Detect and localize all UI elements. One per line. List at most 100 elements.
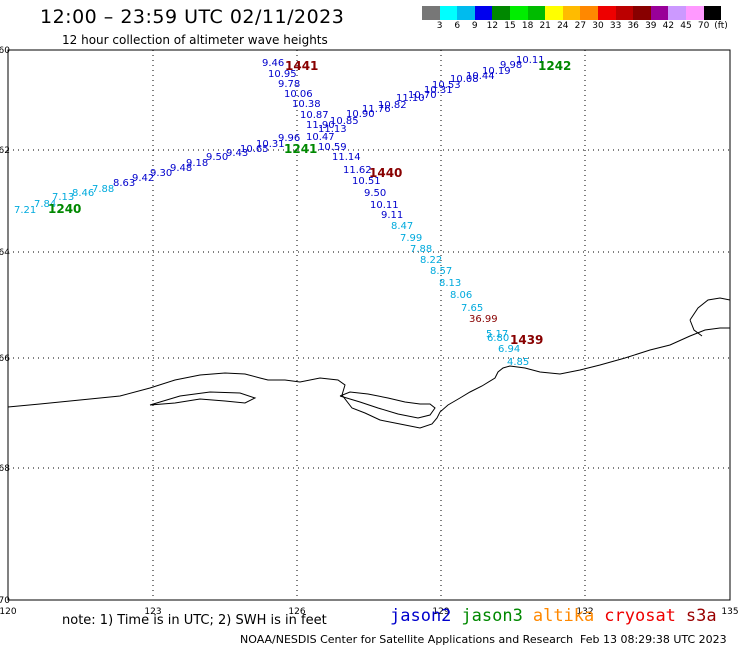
wave-height-value: 10.82: [378, 100, 407, 111]
legend-label: 30: [592, 21, 604, 31]
lat-tick-label: -62: [0, 146, 10, 156]
legend-label: 9: [471, 21, 478, 31]
legend-swatch: [527, 6, 546, 20]
wave-height-value: 7.13: [52, 192, 74, 203]
lat-tick-label: -70: [0, 596, 10, 606]
wave-height-value: 8.13: [439, 278, 461, 289]
lon-tick-label: 120: [0, 607, 17, 617]
wave-height-value: 10.87: [300, 110, 329, 121]
pass-number-label: 1441: [285, 59, 318, 73]
legend-label: 3: [436, 21, 443, 31]
legend-swatch: [509, 6, 528, 20]
legend-label: 6: [454, 21, 461, 31]
coastline: [7, 327, 730, 429]
legend-swatch: [580, 6, 598, 20]
pass-number-label: 1242: [538, 59, 571, 73]
sat-jason3: jason3: [461, 606, 523, 626]
coastline-east: [689, 297, 731, 337]
lon-tick-label: 135: [721, 607, 738, 617]
legend-label: 18: [521, 21, 534, 31]
lon-tick-label: 123: [144, 607, 161, 617]
wave-height-value: 8.57: [430, 266, 452, 277]
wave-height-value: 9.46: [262, 58, 284, 69]
legend-swatch: [668, 6, 686, 20]
legend-label: 45: [680, 21, 692, 31]
wave-height-value: 8.22: [420, 255, 442, 266]
wave-height-value: 8.47: [391, 221, 413, 232]
pass-number-label: 1240: [48, 202, 81, 216]
sat-cryosat: cryosat: [604, 606, 676, 626]
wave-height-value: 10.90: [346, 109, 375, 120]
lat-tick-label: -60: [0, 46, 10, 56]
legend-label: 42: [662, 21, 675, 31]
ice-shelf-outline: [339, 391, 436, 419]
wave-height-value: 10.19: [482, 66, 511, 77]
generated-timestamp: Feb 13 08:29:38 UTC 2023: [580, 633, 727, 646]
wave-height-value: 10.59: [318, 142, 347, 153]
wave-height-value: 11.76: [362, 104, 391, 115]
legend-label: 15: [504, 21, 516, 31]
lon-tick-label: 132: [576, 607, 593, 617]
wave-height-value: 9.11: [381, 210, 403, 221]
wave-height-value: 7.88: [92, 184, 114, 195]
wave-height-value: 10.70: [408, 90, 437, 101]
legend-swatch: [474, 6, 493, 20]
legend-swatch: [650, 6, 669, 20]
lon-tick-label: 129: [432, 607, 449, 617]
sat-altika: altika: [532, 606, 595, 626]
wave-height-value: 10.08: [450, 74, 479, 85]
wave-height-value: 8.06: [450, 290, 472, 301]
map-subtitle: 12 hour collection of altimeter wave hei…: [62, 33, 328, 47]
sat-s3a: s3a: [685, 606, 717, 626]
credit-line: NOAA/NESDIS Center for Satellite Applica…: [240, 633, 574, 646]
legend-swatch: [703, 6, 722, 20]
legend-swatch: [562, 6, 581, 20]
wave-height-value: 9.50: [206, 152, 228, 163]
wave-height-value: 11.90: [306, 120, 335, 131]
wave-height-value: 9.96: [278, 133, 300, 144]
legend-swatch: [545, 6, 563, 20]
pass-number-label: 1241: [284, 142, 317, 156]
wave-height-value: 10.53: [432, 80, 461, 91]
map-title: 12:00 – 23:59 UTC 02/11/2023: [40, 6, 345, 28]
wave-height-value: 10.11: [370, 200, 399, 211]
legend-label: 27: [574, 21, 587, 31]
wave-height-value: 4.85: [507, 357, 529, 368]
wave-height-value: 9.18: [186, 158, 208, 169]
wave-height-value: 7.65: [461, 303, 483, 314]
legend-label: 21: [539, 21, 551, 31]
wave-height-value: 10.47: [306, 132, 335, 143]
wave-height-value: 8.46: [72, 188, 94, 199]
legend-swatch: [615, 6, 634, 20]
wave-height-value: 5.17: [486, 329, 508, 340]
wave-height-value: 11.13: [318, 124, 347, 135]
satellite-legend: jason2 jason3 altika cryosat s3a: [390, 606, 717, 626]
map-frame: [7, 49, 731, 601]
wave-height-value: 9.98: [500, 60, 522, 71]
wave-height-value: 11.14: [332, 152, 361, 163]
wave-height-value: 10.38: [292, 99, 321, 110]
lat-tick-label: -68: [0, 464, 10, 474]
wave-height-value: 7.84: [34, 199, 56, 210]
wave-height-value: 7.21: [14, 205, 36, 216]
legend-label: 39: [645, 21, 657, 31]
legend-swatch: [597, 6, 616, 20]
wave-height-value: 10.31: [424, 85, 453, 96]
legend-label: 33: [609, 21, 622, 31]
wave-height-value: 10.44: [466, 71, 495, 82]
wave-height-value: 10.51: [352, 176, 381, 187]
wave-height-value: 11.10: [396, 93, 425, 104]
lon-tick-label: 126: [288, 607, 305, 617]
wave-height-value: 9.78: [278, 79, 300, 90]
legend-swatch: [422, 6, 440, 20]
wave-height-value: 36.99: [469, 314, 498, 325]
wave-height-value: 9.50: [364, 188, 386, 199]
wave-height-value: 10.85: [330, 116, 359, 127]
wave-height-value: 8.63: [113, 178, 135, 189]
wave-height-value: 10.95: [268, 69, 297, 80]
legend-swatch: [633, 6, 651, 20]
wave-height-value: 6.94: [498, 344, 520, 355]
wave-height-value: 7.99: [400, 233, 422, 244]
color-scale-legend: [422, 6, 722, 20]
